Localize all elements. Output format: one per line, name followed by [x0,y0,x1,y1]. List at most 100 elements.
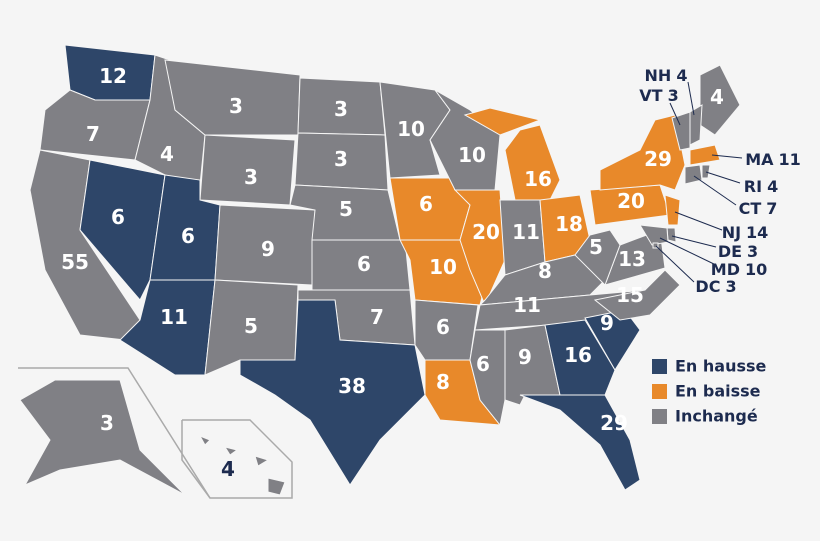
state-votes: 8 [436,370,450,394]
state-label: 10 [429,255,457,279]
state-label: 29 [600,411,628,435]
state-label: 10 [458,143,486,167]
state-label: 8 [538,259,552,283]
state-label: 18 [555,212,583,236]
leader-line [671,235,717,248]
state-votes: 4 [710,85,724,109]
legend-swatch [652,384,667,399]
state-label: DC 3 [695,277,736,296]
state-votes: 6 [181,224,195,248]
state-votes: 8 [538,259,552,283]
state-label: 9 [261,237,275,261]
state-label: MA 11 [745,150,801,169]
state-label: 15 [616,283,644,307]
state-name: NJ [722,223,741,242]
state-label: 6 [476,352,490,376]
state-label: CT 7 [739,199,778,218]
leader-line [711,154,743,159]
state-label: 3 [334,147,348,171]
state [689,144,721,166]
state-label: RI 4 [744,177,778,196]
state-label: 11 [160,305,188,329]
state-votes: 5 [589,235,603,259]
state-label: 7 [370,305,384,329]
legend-label: En hausse [675,357,767,376]
state-label: 6 [419,192,433,216]
state-votes: 5 [339,197,353,221]
legend-label: En baisse [675,382,761,401]
state-votes: 16 [564,343,592,367]
state-label: 4 [160,142,174,166]
state-votes: 10 [458,143,486,167]
state-label: 4 [710,85,724,109]
state-label: 4 [221,457,235,481]
state-votes: 9 [261,237,275,261]
state-votes: 20 [472,220,500,244]
state-name: CT [739,199,762,218]
state-votes: 13 [618,247,646,271]
state-votes: 6 [436,315,450,339]
state-label: 20 [472,220,500,244]
state-votes: 3 [334,147,348,171]
state-votes: 29 [644,147,672,171]
state-label: 13 [618,247,646,271]
state [599,114,686,191]
state [519,394,641,491]
leader-line [687,81,695,116]
state-votes: 3 [668,86,679,105]
state [223,446,239,456]
state [254,455,270,467]
state [593,269,681,321]
state-votes: 6 [111,205,125,229]
state-label: 16 [564,343,592,367]
state-votes: 3 [725,277,736,296]
state-label: NJ 14 [722,223,769,242]
state-label: 6 [111,205,125,229]
state [689,104,703,146]
state-label: 5 [244,314,258,338]
state-votes: 7 [86,122,100,146]
state-votes: 3 [747,242,758,261]
state-votes: 4 [767,177,778,196]
legend-label: Inchangé [675,407,758,426]
leader-line [705,171,741,184]
state-votes: 3 [100,411,114,435]
state-label: MD 10 [711,260,767,279]
state [684,164,703,185]
state-votes: 3 [244,165,258,189]
state [164,59,301,136]
state-votes: 4 [676,66,687,85]
state-votes: 12 [99,64,127,88]
state-votes: 4 [160,142,174,166]
state-votes: 16 [524,167,552,191]
state-label: NH 4 [645,66,688,85]
state-label: 12 [99,64,127,88]
state-label: 29 [644,147,672,171]
legend-swatch [652,409,667,424]
state-label: 11 [512,220,540,244]
state-label: 6 [181,224,195,248]
leader-line [655,245,695,283]
state [664,194,681,226]
state-name: NH [645,66,672,85]
state-label: 5 [589,235,603,259]
state-votes: 9 [600,311,614,335]
state-votes: 7 [370,305,384,329]
state-votes: 11 [512,220,540,244]
state [239,299,426,486]
state-label: 6 [357,252,371,276]
leader-line [674,211,723,231]
state-votes: 10 [429,255,457,279]
state-label: 10 [397,117,425,141]
state-name: DC [695,277,720,296]
state-votes: 4 [221,457,235,481]
state-votes: 38 [338,374,366,398]
state-label: 16 [524,167,552,191]
state-label: 11 [513,293,541,317]
state-votes: 11 [160,305,188,329]
state-votes: 6 [476,352,490,376]
state-votes: 11 [513,293,541,317]
state-label: 3 [334,97,348,121]
